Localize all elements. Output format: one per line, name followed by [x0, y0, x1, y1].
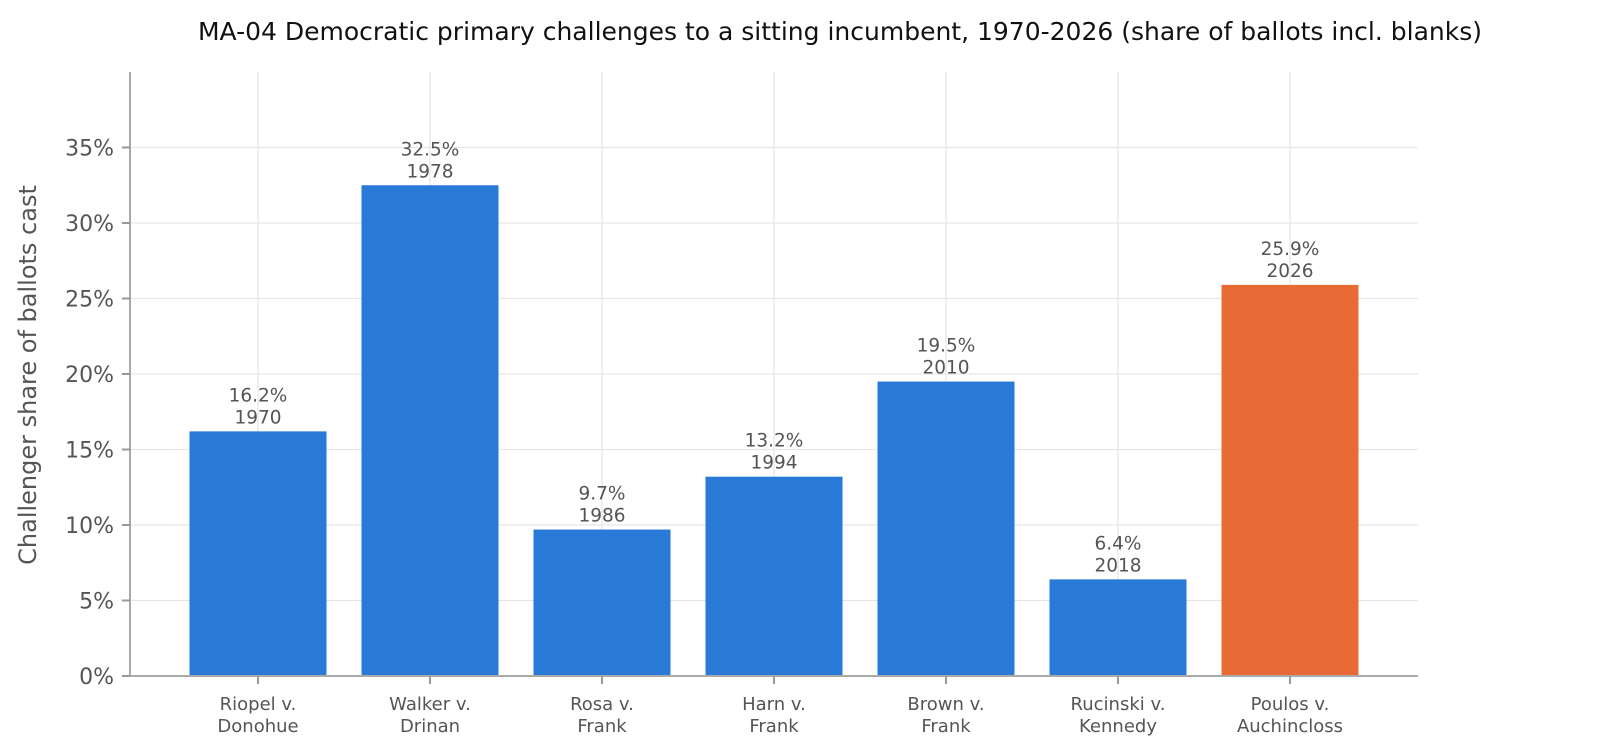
bar-value-label: 13.2% [745, 431, 804, 452]
bar-year-label: 1994 [750, 453, 797, 474]
x-tick-label: Riopel v. [220, 694, 297, 715]
x-tick-label: Kennedy [1079, 716, 1157, 737]
bar [189, 431, 327, 676]
x-tick-label: Harn v. [742, 694, 806, 715]
x-tick-label: Drinan [400, 716, 460, 737]
bar-value-label: 9.7% [579, 484, 626, 505]
bar-value-label: 16.2% [229, 385, 288, 406]
y-tick-label: 20% [65, 363, 114, 388]
bar-value-label: 19.5% [917, 336, 976, 357]
x-tick-label: Rosa v. [570, 694, 634, 715]
y-tick-label: 10% [65, 514, 114, 539]
bars [189, 185, 1359, 676]
x-tick-label: Auchincloss [1237, 716, 1343, 737]
bar [1221, 284, 1359, 676]
chart-title: MA-04 Democratic primary challenges to a… [198, 17, 1482, 46]
bar-value-label: 25.9% [1261, 239, 1320, 260]
x-tick-label: Poulos v. [1251, 694, 1330, 715]
y-tick-label: 15% [65, 439, 114, 464]
x-tick-label: Donohue [217, 716, 298, 737]
axes [122, 72, 1418, 684]
bar [1049, 579, 1187, 676]
x-tick-label: Brown v. [907, 694, 984, 715]
bar [877, 381, 1015, 676]
y-tick-label: 0% [79, 665, 114, 690]
y-tick-label: 5% [79, 590, 114, 615]
bar-year-label: 2026 [1266, 261, 1313, 282]
y-tick-label: 35% [65, 137, 114, 162]
bar-year-label: 2018 [1094, 555, 1141, 576]
y-tick-label: 25% [65, 288, 114, 313]
y-axis-label: Challenger share of ballots cast [14, 185, 42, 565]
bar [533, 529, 671, 676]
labels: 0% 5% 10% 15% 20% 25% 30% 35% 16.2%1970 Riopel v.… [65, 137, 1343, 738]
x-tick-label: Rucinski v. [1071, 694, 1166, 715]
bar-year-label: 1970 [234, 407, 281, 428]
bar-value-label: 32.5% [401, 139, 460, 160]
x-tick-label: Frank [749, 716, 799, 737]
x-tick-label: Frank [921, 716, 971, 737]
bar-value-label: 6.4% [1095, 533, 1142, 554]
x-tick-label: Walker v. [389, 694, 471, 715]
bar-year-label: 1986 [578, 506, 625, 527]
y-tick-label: 30% [65, 212, 114, 237]
x-tick-label: Frank [577, 716, 627, 737]
bar [361, 185, 499, 676]
bar [705, 476, 843, 676]
bar-year-label: 1978 [406, 161, 453, 182]
bar-year-label: 2010 [922, 358, 969, 379]
